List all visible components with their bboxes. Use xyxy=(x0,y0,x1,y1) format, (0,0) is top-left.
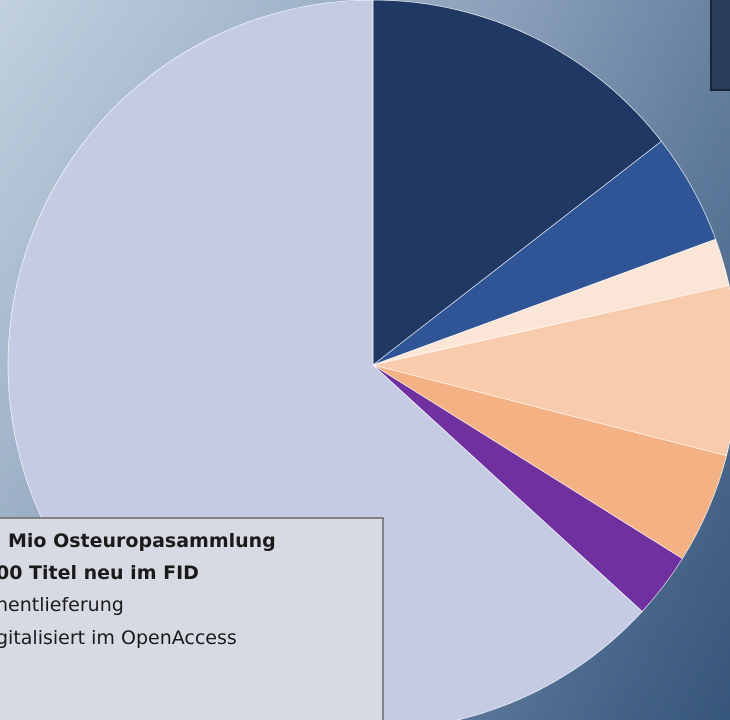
text-line: hentlieferung xyxy=(0,594,124,616)
header-box xyxy=(710,0,730,91)
text-box: Mio Osteuropasammlung 00 Titel neu im FI… xyxy=(0,517,384,720)
text-line: 00 Titel neu im FID xyxy=(0,562,199,584)
text-line: Mio Osteuropasammlung xyxy=(8,530,276,552)
text-line: gitalisiert im OpenAccess xyxy=(0,627,237,649)
text-box-frame xyxy=(0,517,384,720)
pie-slice xyxy=(372,285,730,457)
pie-slice xyxy=(372,0,662,366)
